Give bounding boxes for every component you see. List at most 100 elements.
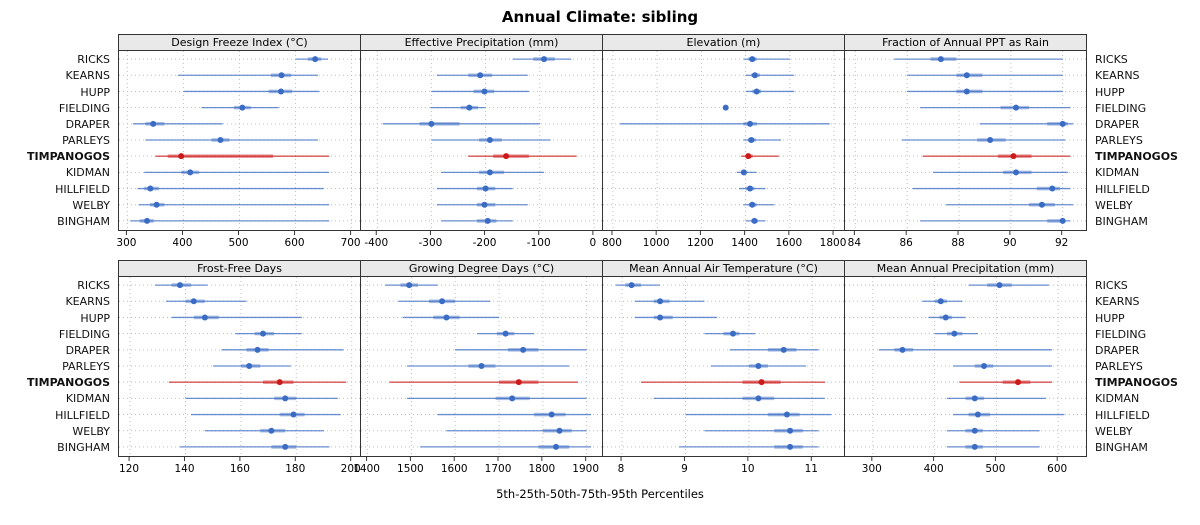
x-axis: 1400 1500 1600 1700 1800 1900 [353, 457, 603, 477]
station-label: KEARNS [1095, 295, 1140, 309]
panel: Design Freeze Index (°C) 300 400 500 600 700 [116, 34, 361, 251]
panel-canvas [845, 51, 1086, 229]
station-label: TIMPANOGOS [27, 376, 110, 390]
station-label: FIELDING [1095, 327, 1147, 341]
median-dot [783, 411, 790, 418]
station-label: PARLEYS [1095, 360, 1143, 373]
panel-canvas [603, 51, 844, 229]
station-label: KIDMAN [1095, 166, 1140, 180]
tick-label: 1900 [572, 463, 599, 475]
station-label: WELBY [1095, 198, 1133, 212]
median-dot [502, 330, 509, 337]
tick-label: 1800 [820, 237, 847, 249]
median-dot [520, 346, 527, 353]
tick-label: 600 [285, 237, 305, 249]
median-dot [144, 217, 151, 224]
tick-label: 9 [681, 463, 688, 475]
tick-label: 200 [341, 463, 361, 475]
median-dot [787, 443, 794, 450]
median-dot [548, 411, 555, 418]
median-dot [730, 330, 737, 337]
panel-title: Design Freeze Index (°C) [171, 36, 308, 49]
median-dot [541, 56, 548, 63]
median-dot [552, 443, 559, 450]
median-dot [1038, 201, 1045, 208]
tick-label: 600 [1047, 463, 1067, 475]
panel-strip: Mean Annual Precipitation (mm) [844, 260, 1087, 277]
median-dot [963, 88, 970, 95]
station-label: HILLFIELD [55, 182, 110, 196]
tick-label: 1700 [485, 463, 512, 475]
tick-label: 90 [1003, 237, 1016, 249]
median-dot [996, 282, 1003, 289]
tick-label: 0 [590, 237, 597, 249]
station-label: WELBY [72, 198, 110, 212]
median-dot [147, 185, 154, 192]
tick-label: 180 [285, 463, 305, 475]
median-dot [1015, 379, 1022, 386]
median-dot [974, 411, 981, 418]
panel-title: Elevation (m) [686, 36, 761, 49]
x-axis-canvas: 300 400 500 600 700 [116, 231, 361, 249]
median-dot [277, 88, 284, 95]
median-dot [740, 169, 747, 176]
station-label: RICKS [1095, 53, 1128, 67]
panel-canvas [361, 277, 602, 455]
median-dot [482, 185, 489, 192]
station-label: HUPP [80, 85, 110, 99]
panel-plot [844, 51, 1087, 231]
tick-label: 400 [172, 237, 192, 249]
median-dot [963, 72, 970, 79]
panel: Mean Annual Air Temperature (°C) 8 9 10 11 [602, 260, 845, 477]
panel-plot [602, 277, 845, 457]
panel-strip: Effective Precipitation (mm) [360, 34, 603, 51]
median-dot [178, 153, 185, 160]
tick-label: 140 [174, 463, 194, 475]
panel-canvas [119, 277, 360, 455]
station-labels-right: RICKS KEARNS HUPP FIELDING DRAPER PARLEYS TIMP… [1087, 34, 1197, 251]
tick-label: 1800 [528, 463, 555, 475]
panel-plot [602, 51, 845, 231]
panel: Effective Precipitation (mm) -400 -300 -200… [360, 34, 603, 251]
median-dot [481, 201, 488, 208]
station-label: FIELDING [58, 101, 110, 115]
median-dot [755, 363, 762, 369]
station-labels-right: RICKS KEARNS HUPP FIELDING DRAPER PARLEYS TIMP… [1087, 260, 1197, 477]
median-dot [486, 137, 493, 143]
median-dot [745, 153, 752, 160]
panel-row-0: RICKS KEARNS HUPP FIELDING DRAPER PARLEYS TIMP… [0, 34, 1200, 251]
station-label: HUPP [1095, 311, 1125, 325]
panel-strip: Mean Annual Air Temperature (°C) [602, 260, 845, 277]
tick-label: 92 [1055, 237, 1068, 249]
axis-caption: 5th-25th-50th-75th-95th Percentiles [496, 487, 704, 501]
station-label: KIDMAN [65, 392, 110, 406]
station-label: DRAPER [1095, 343, 1140, 357]
tick-label: 11 [805, 463, 818, 475]
station-label: TIMPANOGOS [1095, 150, 1178, 164]
median-dot [503, 153, 510, 160]
tick-label: 1400 [731, 237, 758, 249]
median-dot [937, 298, 944, 305]
station-label: BINGHAM [57, 214, 110, 228]
median-dot [942, 314, 949, 321]
median-dot [477, 72, 484, 79]
x-axis-canvas: 1400 1500 1600 1700 1800 1900 [353, 457, 599, 475]
panel: Growing Degree Days (°C) 1400 1500 1600 1700… [353, 260, 603, 477]
station-label: KIDMAN [1095, 392, 1140, 406]
station-label: FIELDING [1095, 101, 1147, 115]
panel-row-1: RICKS KEARNS HUPP FIELDING DRAPER PARLEYS TIMP… [0, 260, 1200, 477]
median-dot [481, 88, 488, 95]
tick-label: 120 [119, 463, 139, 475]
median-dot [509, 395, 516, 402]
tick-label: 160 [230, 463, 250, 475]
station-label: TIMPANOGOS [27, 150, 110, 164]
median-dot [276, 379, 283, 386]
x-axis: 8 9 10 11 [602, 457, 845, 477]
median-dot [278, 72, 285, 79]
x-axis: 300 400 500 600 [844, 457, 1087, 477]
median-dot [268, 427, 275, 434]
station-label: RICKS [77, 53, 110, 67]
station-label: DRAPER [65, 117, 110, 131]
panel-canvas [603, 277, 844, 455]
